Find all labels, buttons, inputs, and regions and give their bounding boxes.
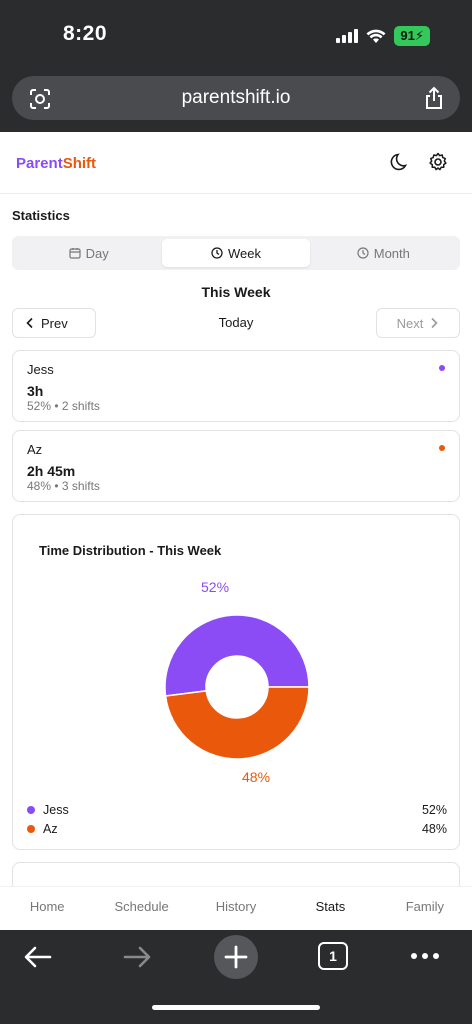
donut-slice-az: [164, 686, 310, 760]
slice-label-jess: 52%: [201, 579, 230, 595]
legend-dot: [27, 825, 35, 833]
status-bar: 8:20 91⚡: [0, 0, 472, 70]
settings-gear-icon[interactable]: [427, 151, 449, 173]
person-hours: 3h: [27, 383, 44, 399]
nav-history[interactable]: History: [215, 899, 257, 914]
time-distribution-card: Time Distribution - This Week 52% 48% Je…: [12, 514, 460, 850]
chevron-left-icon: [26, 317, 33, 329]
person-color-dot: [439, 365, 445, 371]
tab-week[interactable]: Week: [162, 239, 310, 267]
donut-slice-jess: [164, 614, 310, 697]
next-label: Next: [396, 315, 424, 331]
next-button[interactable]: Next: [376, 308, 460, 338]
person-name: Az: [27, 442, 43, 457]
new-tab-plus-icon[interactable]: [213, 934, 259, 980]
stats-content[interactable]: Statistics Day Week Month This Week Prev…: [0, 194, 472, 886]
home-indicator: [152, 1005, 320, 1010]
person-hours: 2h 45m: [27, 463, 76, 479]
tab-month[interactable]: Month: [310, 239, 457, 267]
person-card-az[interactable]: Az 2h 45m 48% • 3 shifts: [12, 430, 460, 502]
charging-bolt-icon: ⚡: [414, 28, 424, 43]
person-card-jess[interactable]: Jess 3h 52% • 2 shifts: [12, 350, 460, 422]
back-arrow-icon[interactable]: [22, 942, 54, 972]
person-meta: 52% • 2 shifts: [27, 399, 100, 413]
share-icon[interactable]: [424, 86, 444, 110]
battery-indicator: 91⚡: [394, 26, 430, 46]
person-name: Jess: [27, 362, 54, 377]
nav-home[interactable]: Home: [29, 899, 65, 914]
browser-url-area: parentshift.io: [0, 70, 472, 132]
prev-label: Prev: [41, 315, 68, 331]
prev-button[interactable]: Prev: [12, 308, 96, 338]
dark-mode-moon-icon[interactable]: [390, 151, 412, 173]
url-text: parentshift.io: [181, 87, 291, 108]
person-color-dot: [439, 445, 445, 451]
bottom-nav: Home Schedule History Stats Family: [0, 886, 472, 930]
calendar-icon: [68, 248, 81, 259]
brand-logo[interactable]: ParentShift: [16, 155, 96, 172]
slice-label-az: 48%: [242, 769, 271, 785]
legend-pct: 48%: [421, 822, 447, 836]
legend-item-jess: Jess 52%: [27, 803, 447, 817]
brand-part-shift: Shift: [62, 155, 97, 172]
chevron-right-icon: [431, 317, 438, 329]
legend-item-az: Az 48%: [27, 822, 447, 836]
battery-level: 91: [400, 28, 415, 43]
clock-icon: [211, 247, 223, 259]
nav-schedule[interactable]: Schedule: [114, 899, 169, 914]
legend-dot: [27, 806, 35, 814]
lens-icon[interactable]: [28, 87, 52, 111]
wifi-icon: [366, 29, 386, 43]
period-tabs: Day Week Month: [12, 236, 460, 270]
more-menu-icon[interactable]: [408, 948, 442, 964]
tab-month-label: Month: [373, 245, 410, 261]
legend-name: Jess: [43, 803, 69, 817]
next-card-partial: [12, 862, 460, 886]
page-title: Statistics: [12, 208, 70, 223]
forward-arrow-icon[interactable]: [121, 942, 153, 972]
status-icons: 91⚡: [336, 26, 430, 46]
legend-pct: 52%: [421, 803, 447, 817]
period-navigation: Prev Today Next: [12, 308, 460, 338]
tab-day[interactable]: Day: [15, 239, 162, 267]
donut-chart: [164, 614, 310, 760]
distribution-title: Time Distribution - This Week: [39, 543, 222, 558]
app-header: ParentShift: [0, 132, 472, 194]
address-bar[interactable]: parentshift.io: [12, 76, 460, 120]
person-meta: 48% • 3 shifts: [27, 479, 100, 493]
tabs-count-button[interactable]: 1: [318, 942, 348, 970]
clock-icon: [357, 247, 369, 259]
period-title: This Week: [201, 284, 271, 300]
status-time: 8:20: [63, 22, 108, 45]
nav-stats[interactable]: Stats: [315, 899, 346, 914]
tab-day-label: Day: [85, 245, 109, 261]
today-button[interactable]: Today: [218, 315, 254, 330]
tab-week-label: Week: [227, 245, 261, 261]
brand-part-parent: Parent: [16, 155, 63, 172]
nav-family[interactable]: Family: [405, 899, 444, 914]
legend-name: Az: [43, 822, 58, 836]
cellular-signal-icon: [336, 29, 359, 43]
